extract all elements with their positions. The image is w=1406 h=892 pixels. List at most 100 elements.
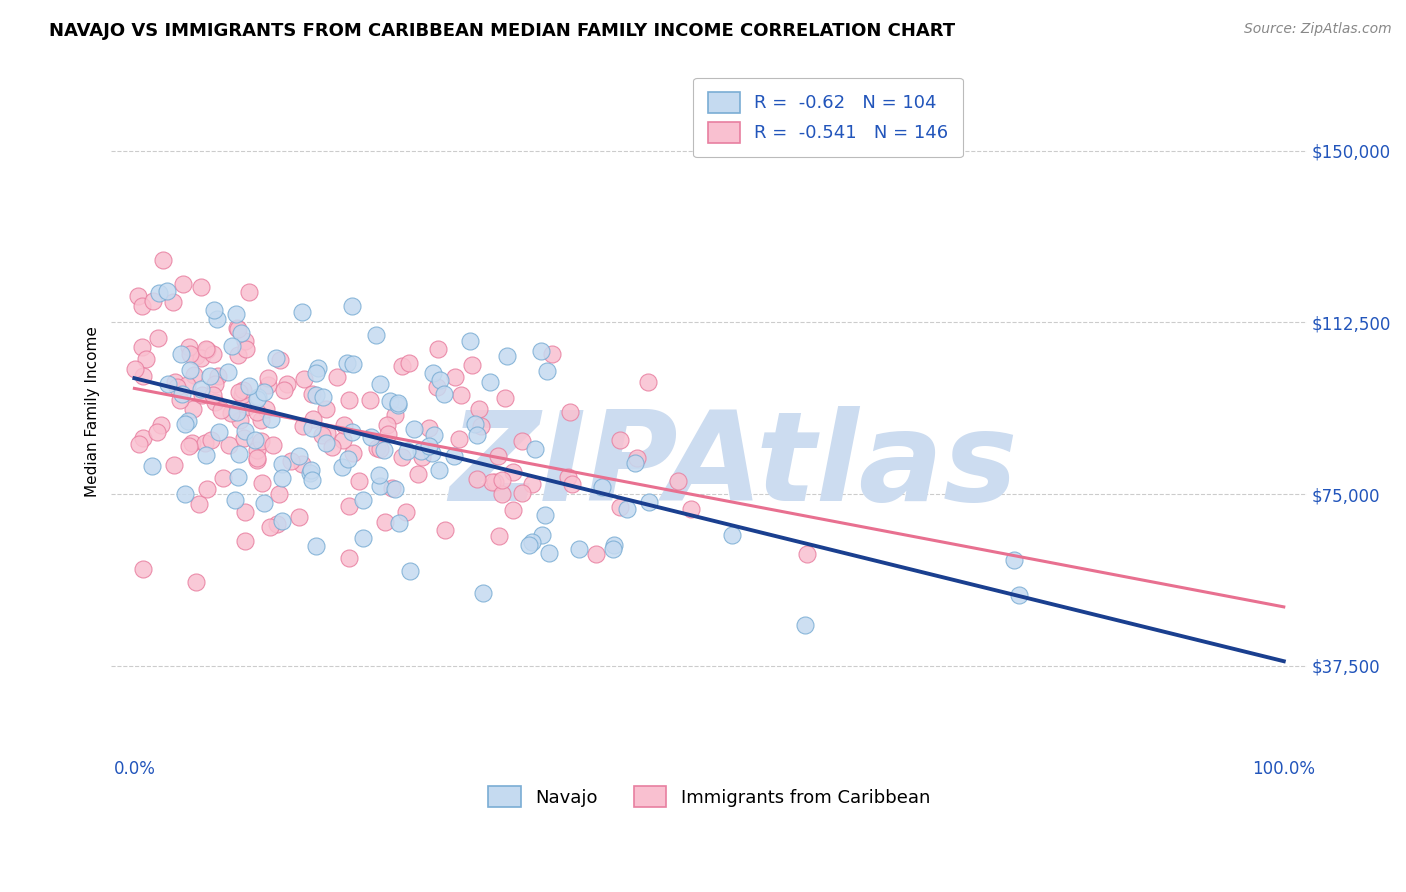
Point — [484, 475, 506, 489]
Point — [135, 351, 157, 366]
Point — [368, 479, 391, 493]
Point — [520, 477, 543, 491]
Point — [325, 370, 347, 384]
Point — [387, 395, 409, 409]
Point — [228, 447, 250, 461]
Point — [228, 348, 250, 362]
Point — [224, 492, 246, 507]
Point — [301, 420, 323, 434]
Point — [177, 414, 200, 428]
Point — [276, 376, 298, 391]
Point — [304, 388, 326, 402]
Point — [444, 370, 467, 384]
Point — [232, 431, 254, 445]
Point — [202, 388, 225, 402]
Point — [461, 359, 484, 373]
Point — [465, 472, 488, 486]
Point — [304, 539, 326, 553]
Point — [520, 535, 543, 549]
Point — [602, 538, 624, 552]
Point — [231, 388, 253, 402]
Point — [243, 433, 266, 447]
Point — [609, 500, 631, 515]
Point — [666, 474, 689, 488]
Point — [402, 422, 425, 436]
Point — [225, 307, 247, 321]
Point — [536, 364, 558, 378]
Point — [250, 476, 273, 491]
Point — [280, 453, 302, 467]
Point — [141, 459, 163, 474]
Point — [195, 482, 218, 496]
Point — [132, 432, 155, 446]
Point — [287, 449, 309, 463]
Point — [510, 485, 533, 500]
Point — [145, 425, 167, 439]
Point — [250, 413, 273, 427]
Point — [433, 386, 456, 401]
Point — [304, 366, 326, 380]
Point — [190, 280, 212, 294]
Point — [524, 442, 547, 456]
Point — [173, 417, 195, 431]
Point — [131, 340, 153, 354]
Point — [124, 361, 146, 376]
Point — [561, 477, 583, 491]
Point — [156, 284, 179, 298]
Point — [398, 356, 420, 370]
Point — [496, 349, 519, 363]
Point — [388, 516, 411, 531]
Point — [311, 428, 333, 442]
Point — [299, 463, 322, 477]
Point — [183, 368, 205, 383]
Point — [373, 443, 395, 458]
Point — [235, 343, 257, 357]
Point — [166, 379, 188, 393]
Point — [560, 405, 582, 419]
Point — [1008, 588, 1031, 602]
Text: Source: ZipAtlas.com: Source: ZipAtlas.com — [1244, 22, 1392, 37]
Point — [464, 417, 486, 432]
Point — [226, 404, 249, 418]
Point — [568, 542, 591, 557]
Point — [681, 502, 703, 516]
Point — [190, 351, 212, 366]
Point — [479, 375, 502, 389]
Point — [176, 378, 198, 392]
Point — [256, 370, 278, 384]
Point — [219, 406, 242, 420]
Point — [156, 376, 179, 391]
Point — [150, 417, 173, 432]
Point — [162, 295, 184, 310]
Point — [368, 442, 391, 456]
Point — [637, 376, 659, 390]
Point — [254, 401, 277, 416]
Point — [411, 450, 433, 465]
Point — [395, 505, 418, 519]
Point — [494, 391, 516, 405]
Point — [312, 390, 335, 404]
Point — [233, 424, 256, 438]
Point — [292, 418, 315, 433]
Point — [195, 343, 218, 357]
Point — [378, 393, 401, 408]
Point — [720, 528, 742, 542]
Point — [585, 548, 607, 562]
Point — [359, 392, 381, 407]
Point — [375, 417, 398, 432]
Point — [217, 365, 239, 379]
Point — [465, 428, 488, 442]
Point — [148, 286, 170, 301]
Point — [352, 532, 374, 546]
Point — [340, 425, 363, 439]
Point — [132, 562, 155, 576]
Point — [181, 436, 204, 450]
Point — [250, 434, 273, 449]
Point — [315, 402, 337, 417]
Point — [591, 480, 613, 494]
Point — [177, 439, 200, 453]
Point — [366, 441, 388, 455]
Point — [204, 394, 226, 409]
Point — [128, 436, 150, 450]
Point — [406, 467, 429, 482]
